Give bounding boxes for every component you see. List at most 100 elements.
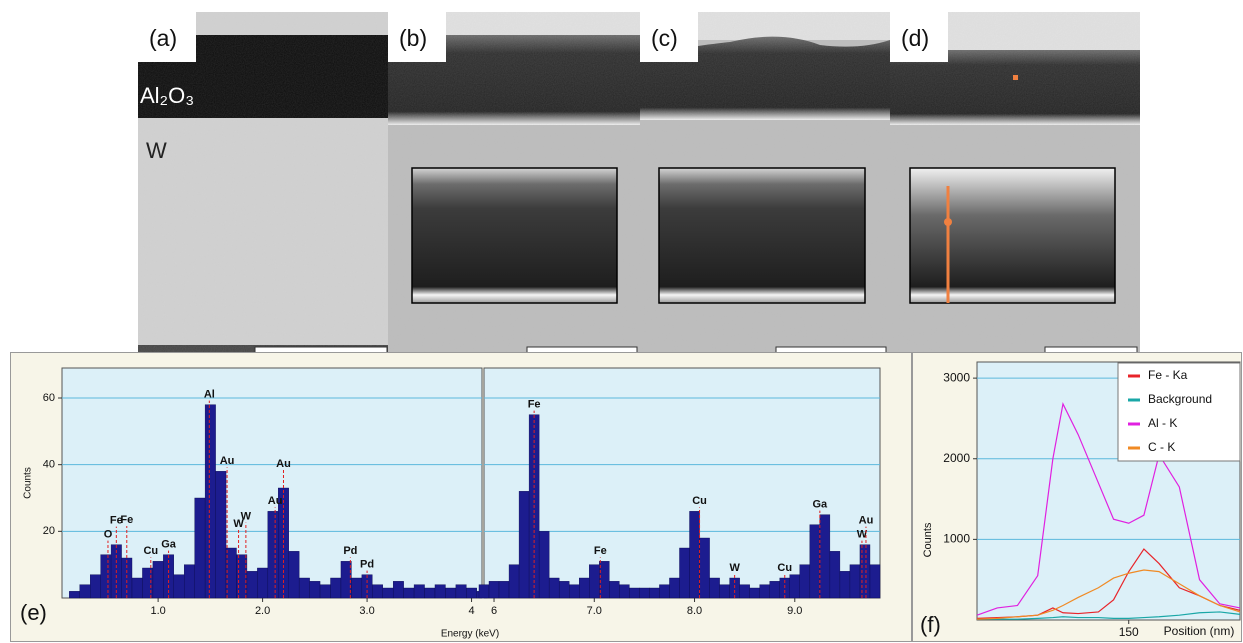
x-tick-label: 150: [1119, 625, 1139, 639]
peak-label: Cu: [777, 562, 792, 574]
spectrum-bar: [619, 584, 630, 599]
y-tick-label: 2000: [943, 451, 970, 465]
spectrum-bar: [859, 544, 871, 599]
legend-box: [1117, 362, 1241, 462]
x-tick-label: 9.0: [787, 605, 802, 617]
spectrum-bar: [131, 577, 143, 599]
spectrum-bar: [699, 537, 710, 599]
spectrum-bar: [403, 587, 415, 599]
spectrum-bar: [518, 491, 530, 599]
spectrum-bar: [79, 584, 91, 599]
panel-label: (d): [901, 25, 929, 51]
peak-label: W: [233, 518, 244, 530]
spectrum-bar: [478, 584, 490, 599]
y-tick-label: 1000: [943, 532, 970, 546]
peak-label: Au: [859, 515, 874, 527]
spectrum-bar: [215, 471, 227, 599]
peak-label: Ga: [813, 499, 829, 511]
panel-label: (c): [651, 25, 678, 51]
spectrum-bar: [538, 531, 550, 599]
peak-label: Au: [276, 458, 291, 470]
spectrum-bar: [90, 574, 101, 599]
spectrum-bar: [589, 564, 600, 599]
spectrum-bar: [152, 561, 164, 599]
spectrum-bar: [424, 587, 436, 599]
spectrum-bar: [659, 584, 670, 599]
peak-label: Ga: [161, 539, 177, 551]
x-tick-label: 1.0: [150, 605, 165, 617]
micrograph-a: [138, 12, 388, 356]
spectrum-bar: [569, 584, 580, 599]
spectrum-bar: [558, 581, 570, 599]
spectrum-bar: [309, 581, 321, 599]
spectrum-bar: [340, 561, 352, 599]
spectrum-bar: [455, 584, 467, 599]
x-axis-label: Position (nm): [1164, 624, 1235, 638]
legend-label: Fe - Ka: [1148, 368, 1188, 382]
spectrum-bar: [579, 577, 590, 599]
spectrum-bar: [498, 581, 510, 599]
spectrum-bar: [799, 564, 811, 599]
legend-label: C - K: [1148, 440, 1175, 454]
spectrum-bar: [330, 577, 342, 599]
spectrum-bar: [257, 567, 269, 599]
spectrum-bar: [392, 581, 404, 599]
spectrum-bar: [839, 571, 851, 599]
spectrum-bar: [639, 587, 650, 599]
spectrum-bar: [100, 554, 112, 599]
spectrum-bar: [488, 581, 500, 599]
panel-label: (b): [399, 25, 427, 51]
spectrum-bar: [829, 551, 841, 599]
micrograph-d: [890, 12, 1140, 356]
y-tick-label: 3000: [943, 370, 970, 384]
peak-label: Al: [204, 389, 215, 401]
spectrum-bar: [869, 564, 881, 599]
spectrum-bar: [709, 577, 720, 599]
spectrum-bar: [508, 564, 520, 599]
spectrum-bar: [466, 587, 477, 599]
spectrum-bar: [236, 554, 248, 599]
spectrum-bar: [849, 564, 861, 599]
spectrum-bar: [679, 547, 690, 599]
panel-label: (f): [920, 612, 941, 637]
layer-label: Al₂O₃: [140, 83, 194, 108]
layer-label: W: [146, 138, 167, 163]
x-axis-label: Energy (keV): [441, 629, 499, 640]
spectrum-bar: [142, 567, 154, 599]
y-tick-label: 20: [43, 525, 55, 537]
legend-label: Al - K: [1148, 416, 1177, 430]
peak-label: O: [104, 529, 113, 541]
panel-label: (e): [20, 600, 47, 625]
peak-label: Cu: [143, 545, 158, 557]
spectrum-bar: [288, 551, 300, 599]
line-series: [976, 569, 1241, 620]
spectrum-bar: [445, 587, 457, 599]
micrograph-b: [388, 12, 640, 356]
line-series: [977, 611, 1241, 620]
panel-label: (a): [149, 25, 177, 51]
peak-label: W: [241, 511, 252, 523]
spectrum-bar: [599, 561, 610, 599]
spectrum-bar: [819, 514, 831, 599]
spectrum-bar: [246, 571, 258, 599]
spectrum-bar: [689, 511, 700, 599]
spectrum-bar: [194, 497, 206, 599]
spectrum-bar: [184, 564, 195, 599]
spectrum-bar: [225, 547, 237, 599]
x-tick-label: 2.0: [255, 605, 270, 617]
spectrum-bar: [173, 574, 185, 599]
spectrum-bar: [739, 584, 750, 599]
spectrum-bar: [649, 587, 660, 599]
spectrum-bar: [298, 577, 310, 599]
spectrum-bar: [434, 584, 446, 599]
y-axis-label: Counts: [23, 467, 34, 499]
spectrum-bar: [629, 587, 640, 599]
spectrum-bar: [749, 587, 760, 599]
spectrum-bar: [548, 577, 560, 599]
spectrum-bar: [69, 591, 80, 599]
y-tick-label: 40: [43, 459, 55, 471]
micrograph-c: [640, 12, 890, 356]
legend-label: Background: [1148, 392, 1212, 406]
spectrum-bar: [809, 524, 821, 599]
peak-label: Au: [220, 455, 235, 467]
